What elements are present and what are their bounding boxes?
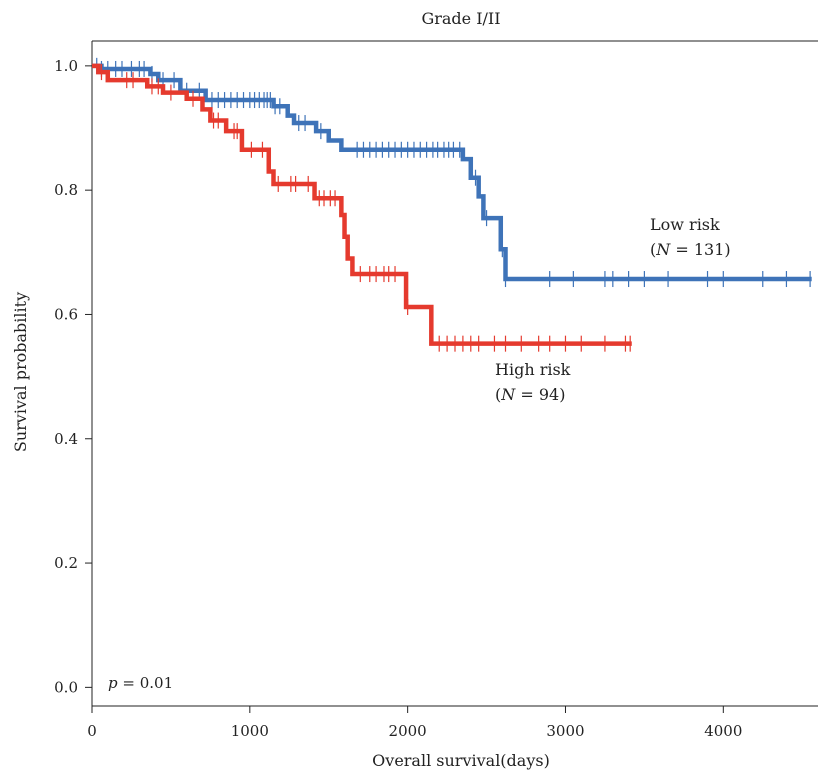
y-tick-label: 0.0: [54, 678, 78, 696]
p-value-label: p = 0.01: [108, 674, 173, 692]
x-axis-label: Overall survival(days): [372, 751, 550, 770]
series-line-low-risk: [92, 63, 812, 282]
x-tick-label: 4000: [704, 722, 742, 740]
x-tick-label: 1000: [231, 722, 269, 740]
y-axis-label: Survival probability: [11, 292, 30, 452]
count-symbol: N: [500, 385, 516, 404]
y-tick-label: 0.2: [54, 554, 78, 572]
count-paren: (: [495, 385, 501, 404]
y-tick-label: 0.6: [54, 305, 78, 323]
count-value: = 131): [670, 240, 730, 259]
y-tick-label: 1.0: [54, 57, 78, 75]
series-annotations: Low risk(N = 131)High risk(N = 94): [495, 215, 731, 404]
series-label-high-risk: High risk: [495, 360, 571, 379]
series-count-high-risk: (N = 94): [495, 385, 565, 404]
p-value-text: = 0.01: [118, 674, 174, 692]
x-axis: 0 1000 2000 3000 4000: [87, 706, 742, 740]
x-tick-label: 3000: [546, 722, 584, 740]
count-symbol: N: [655, 240, 671, 259]
series-label-low-risk: Low risk: [650, 215, 720, 234]
chart-title: Grade I/II: [421, 9, 500, 28]
x-tick-label: 0: [87, 722, 97, 740]
series-count-low-risk: (N = 131): [650, 240, 731, 259]
y-axis: 0.0 0.2 0.4 0.6 0.8 1.0: [54, 57, 92, 696]
series-line-high-risk: [92, 63, 632, 346]
plot-frame: [91, 40, 818, 707]
count-paren: (: [650, 240, 656, 259]
y-tick-label: 0.8: [54, 181, 78, 199]
y-tick-label: 0.4: [54, 430, 78, 448]
series-layer: [92, 57, 812, 352]
count-value: = 94): [515, 385, 565, 404]
x-tick-label: 2000: [389, 722, 427, 740]
p-value-symbol: p: [108, 674, 118, 692]
